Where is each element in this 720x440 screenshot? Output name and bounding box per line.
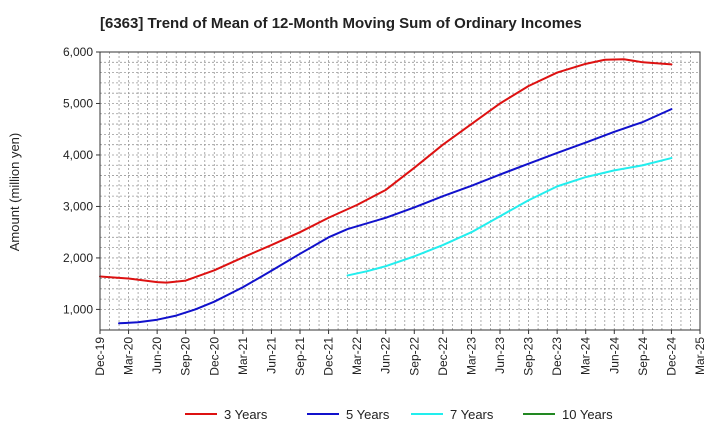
x-tick-label: Jun-22 [379, 337, 393, 374]
chart-title: [6363] Trend of Mean of 12-Month Moving … [100, 15, 582, 32]
y-axis-ticks: 1,000 2,000 3,000 4,000 5,000 6,000 [63, 45, 100, 316]
legend-item-5-years: 5 Years [307, 407, 390, 422]
x-tick-label: Dec-20 [207, 337, 221, 376]
y-tick-label: 4,000 [63, 148, 93, 162]
legend-item-10-years: 10 Years [523, 407, 613, 422]
horizontal-gridlines [100, 51, 700, 310]
x-tick-label: Mar-20 [122, 337, 136, 375]
y-tick-label: 6,000 [63, 45, 93, 59]
y-axis-label: Amount (million yen) [7, 133, 22, 252]
series-line-3-years [99, 58, 673, 284]
x-tick-label: Mar-24 [579, 337, 593, 375]
x-tick-label: Sep-22 [407, 337, 421, 376]
x-tick-label: Dec-19 [93, 337, 107, 376]
x-tick-label: Sep-24 [636, 337, 650, 376]
x-tick-label: Mar-25 [693, 337, 707, 375]
legend: 3 Years 5 Years 7 Years 10 Years [185, 407, 613, 422]
x-tick-label: Jun-24 [607, 337, 621, 374]
x-tick-label: Sep-23 [522, 337, 536, 376]
series-line-7-years [346, 157, 673, 277]
y-tick-label: 3,000 [63, 199, 93, 213]
plot-area [100, 52, 700, 330]
x-tick-label: Mar-21 [236, 337, 250, 375]
y-tick-label: 2,000 [63, 251, 93, 265]
series-line-5-years [118, 108, 673, 325]
y-tick-label: 1,000 [63, 302, 93, 316]
x-tick-label: Dec-21 [322, 337, 336, 376]
x-tick-label: Jun-21 [264, 337, 278, 374]
x-tick-label: Dec-24 [664, 337, 678, 376]
plot-frame [99, 51, 701, 331]
legend-label: 5 Years [346, 407, 390, 422]
x-axis-ticks: Dec-19 Mar-20 Jun-20 Sep-20 Dec-20 Mar-21 Jun-… [93, 330, 707, 376]
x-tick-label: Dec-23 [550, 337, 564, 376]
x-tick-label: Dec-22 [436, 337, 450, 376]
legend-label: 3 Years [224, 407, 268, 422]
legend-label: 7 Years [450, 407, 494, 422]
series-layer [99, 58, 673, 325]
x-tick-label: Sep-21 [293, 337, 307, 376]
legend-label: 10 Years [562, 407, 613, 422]
x-tick-label: Sep-20 [179, 337, 193, 376]
x-tick-label: Jun-20 [150, 337, 164, 374]
legend-item-3-years: 3 Years [185, 407, 268, 422]
x-tick-label: Mar-22 [350, 337, 364, 375]
x-tick-label: Mar-23 [464, 337, 478, 375]
legend-item-7-years: 7 Years [411, 407, 494, 422]
x-tick-label: Jun-23 [493, 337, 507, 374]
y-tick-label: 5,000 [63, 96, 93, 110]
